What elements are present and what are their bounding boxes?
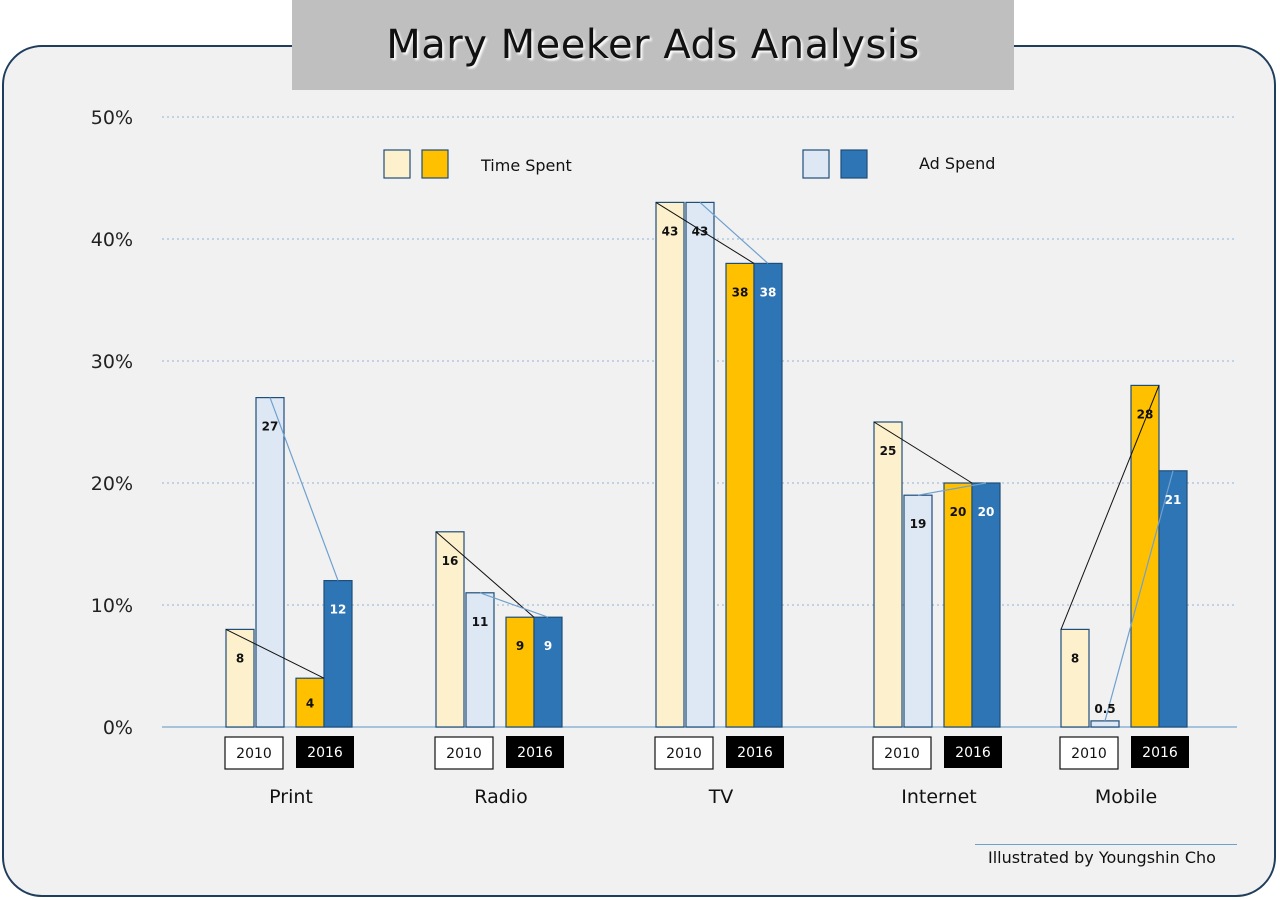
bar-time-2016 <box>505 616 535 728</box>
bar-ad-2016 <box>323 579 353 728</box>
trend-line-ad <box>917 482 987 496</box>
year-box-2010 <box>224 736 284 770</box>
year-box-2016 <box>296 736 354 768</box>
legend-swatch-ad-2010 <box>802 149 830 179</box>
year-label-2016: 2016 <box>517 745 553 761</box>
year-label-2010: 2010 <box>666 746 702 762</box>
bar-time-2010 <box>225 628 255 728</box>
year-box-2016 <box>1131 736 1189 768</box>
category-label: Mobile <box>1095 786 1157 808</box>
trend-line-time <box>435 531 535 618</box>
bar-time-2016 <box>1130 384 1160 728</box>
legend-label-ad-spend: Ad Spend <box>919 154 995 173</box>
bar-ad-2016 <box>753 262 783 728</box>
data-label-ad-2010: 43 <box>692 224 709 238</box>
y-tick-label: 10% <box>91 595 133 617</box>
bar-ad-2010 <box>903 494 933 728</box>
y-tick-label: 20% <box>91 473 133 495</box>
year-label-2010: 2010 <box>446 746 482 762</box>
data-label-time-2010: 16 <box>442 554 459 568</box>
bar-ad-2016 <box>533 616 563 728</box>
year-box-2010 <box>1059 736 1119 770</box>
data-label-time-2016: 38 <box>732 285 749 299</box>
legend-label-time-spent: Time Spent <box>480 156 572 175</box>
year-label-2010: 2010 <box>884 746 920 762</box>
year-box-2010 <box>872 736 932 770</box>
trend-line-time <box>655 201 755 264</box>
data-label-ad-2016: 9 <box>544 639 552 653</box>
bar-ad-2010 <box>255 397 285 728</box>
data-label-time-2010: 43 <box>662 224 679 238</box>
year-box-2016 <box>944 736 1002 768</box>
data-label-time-2016: 4 <box>306 697 314 711</box>
bar-ad-2010 <box>685 201 715 728</box>
y-tick-label: 40% <box>91 229 133 251</box>
data-label-ad-2016: 21 <box>1165 493 1182 507</box>
bar-ad-2016 <box>1158 470 1188 728</box>
bar-time-2010 <box>655 201 685 728</box>
trend-line-ad <box>269 397 339 581</box>
year-label-2016: 2016 <box>307 745 343 761</box>
bar-time-2010 <box>435 531 465 728</box>
legend-swatch-time-2016 <box>421 149 449 179</box>
bar-ad-2010 <box>1090 720 1120 728</box>
legend-swatch-time-2010 <box>383 149 411 179</box>
data-label-ad-2016: 20 <box>978 505 995 519</box>
category-label: Internet <box>901 786 976 808</box>
trend-line-ad <box>479 592 549 618</box>
bar-ad-2010 <box>465 592 495 728</box>
year-label-2016: 2016 <box>737 745 773 761</box>
title-banner: Mary Meeker Ads Analysis <box>292 0 1014 90</box>
data-label-ad-2010: 11 <box>472 615 489 629</box>
data-label-time-2016: 28 <box>1137 407 1154 421</box>
trend-line-ad <box>699 201 769 264</box>
category-label: Radio <box>474 786 527 808</box>
credit-text: Illustrated by Youngshin Cho <box>988 848 1216 867</box>
y-tick-label: 30% <box>91 351 133 373</box>
year-label-2016: 2016 <box>955 745 991 761</box>
data-label-time-2016: 9 <box>516 639 524 653</box>
data-label-time-2016: 20 <box>950 505 967 519</box>
credit-divider <box>975 844 1237 845</box>
bar-time-2016 <box>725 262 755 728</box>
trend-line-time <box>1060 385 1160 630</box>
trend-line-ad <box>1104 470 1174 722</box>
y-tick-label: 50% <box>91 107 133 129</box>
year-box-2010 <box>434 736 494 770</box>
year-label-2010: 2010 <box>236 746 272 762</box>
bar-time-2010 <box>1060 628 1090 728</box>
year-box-2016 <box>506 736 564 768</box>
data-label-time-2010: 25 <box>880 444 897 458</box>
year-box-2010 <box>654 736 714 770</box>
bar-time-2016 <box>943 482 973 728</box>
data-label-ad-2010: 27 <box>262 420 279 434</box>
category-label: Print <box>269 786 313 808</box>
data-label-ad-2010: 19 <box>910 517 927 531</box>
legend-swatch-ad-2016 <box>840 149 868 179</box>
y-tick-label: 0% <box>103 717 133 739</box>
data-label-time-2010: 8 <box>236 651 244 665</box>
chart-title: Mary Meeker Ads Analysis <box>386 22 920 68</box>
data-label-ad-2010: 0.5 <box>1094 702 1115 716</box>
year-label-2010: 2010 <box>1071 746 1107 762</box>
year-label-2016: 2016 <box>1142 745 1178 761</box>
year-box-2016 <box>726 736 784 768</box>
category-label: TV <box>708 786 734 808</box>
data-label-time-2010: 8 <box>1071 651 1079 665</box>
trend-line-time <box>873 421 973 484</box>
data-label-ad-2016: 12 <box>330 603 347 617</box>
bar-ad-2016 <box>971 482 1001 728</box>
data-label-ad-2016: 38 <box>760 285 777 299</box>
trend-line-time <box>225 628 325 679</box>
bar-time-2010 <box>873 421 903 728</box>
